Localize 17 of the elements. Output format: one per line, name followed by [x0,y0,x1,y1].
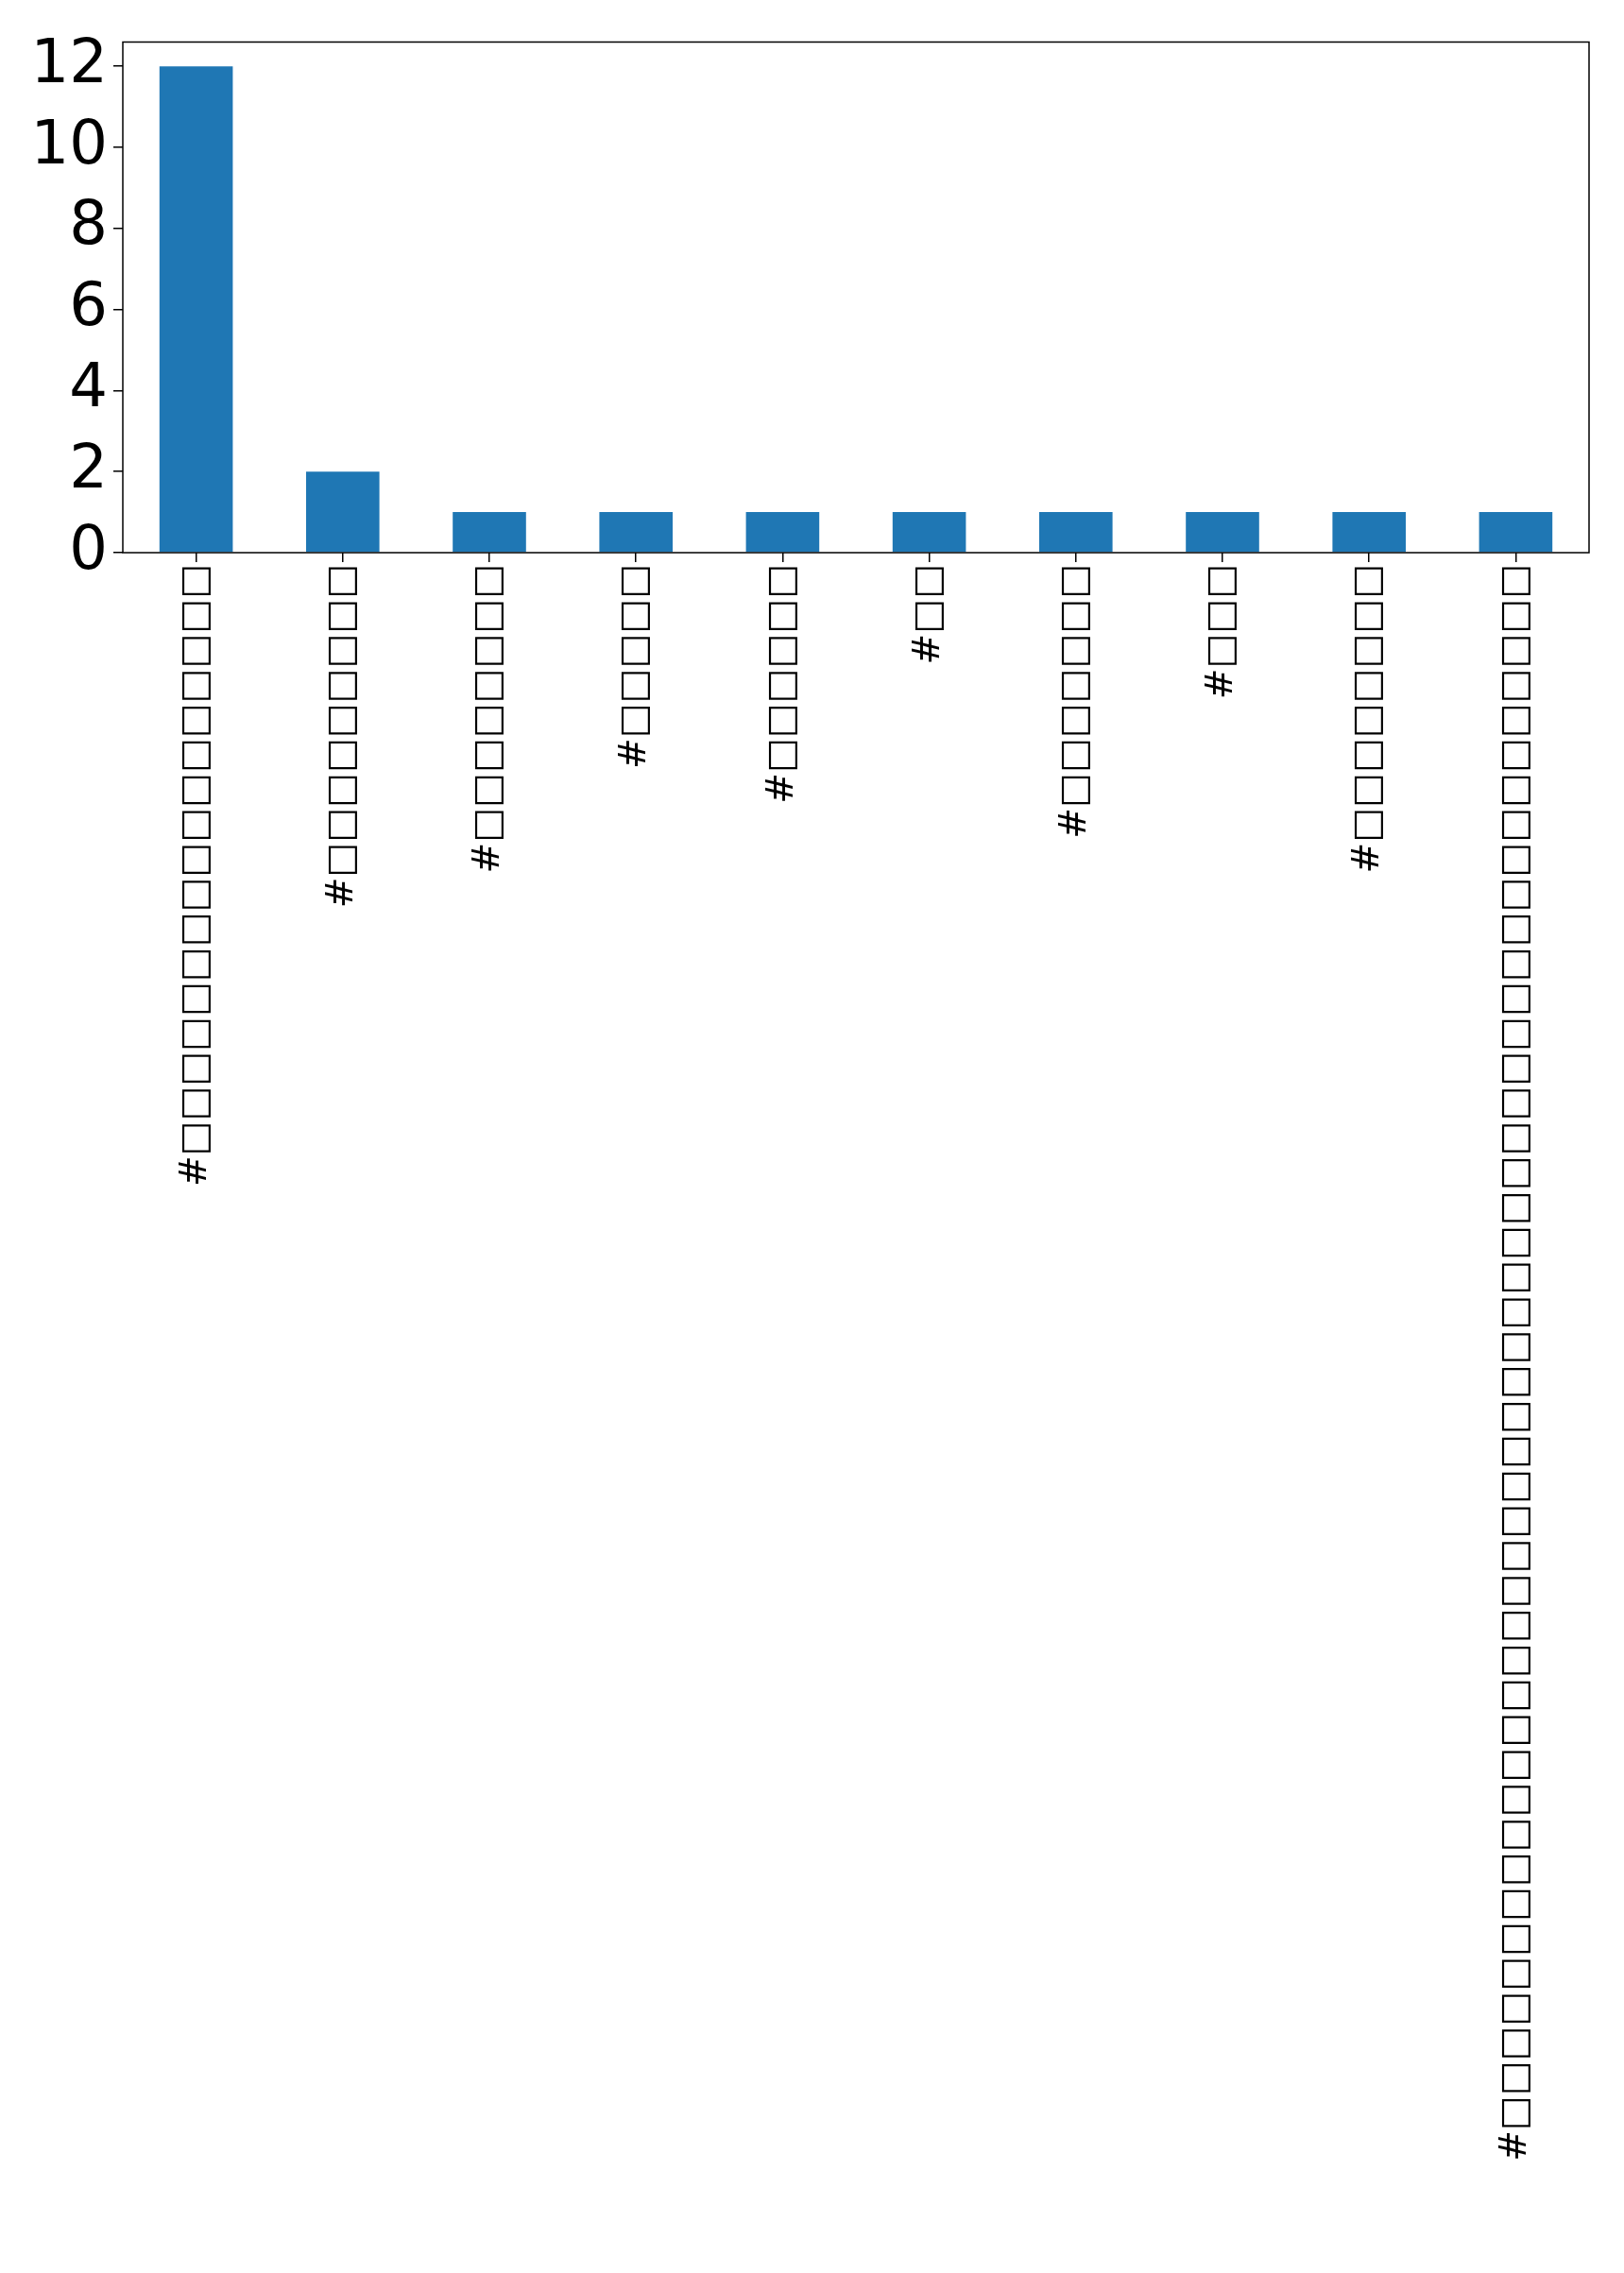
x-tick-label: #□□□□□□□□ [465,564,508,874]
x-tick-label: #□□□□□□□□□□□□□□□□□ [171,564,214,1188]
x-tick-label: #□□□□□ [611,564,655,769]
y-tick-label: 12 [30,26,108,96]
y-tick-label: 4 [69,350,108,421]
x-tick-label: #□□□□□□□□□ [317,564,361,909]
x-tick-label: #□□□□□□□□□□□□□□□□□□□□□□□□□□□□□□□□□□□□□□□□□□□□□ [1491,564,1534,2162]
x-tick-label: #□□□□□□□□ [1344,564,1388,874]
y-tick-label: 6 [69,269,108,340]
x-tick-label: #□□ [904,564,948,665]
y-tick-label: 2 [69,431,108,502]
y-tick-label: 8 [69,188,108,259]
y-tick-label: 10 [30,107,108,178]
x-tick-label: #□□□ [1198,564,1241,700]
x-tick-label: #□□□□□□□ [1051,564,1094,839]
x-tick-label: #□□□□□□ [758,564,801,804]
y-tick-label: 0 [69,512,108,583]
